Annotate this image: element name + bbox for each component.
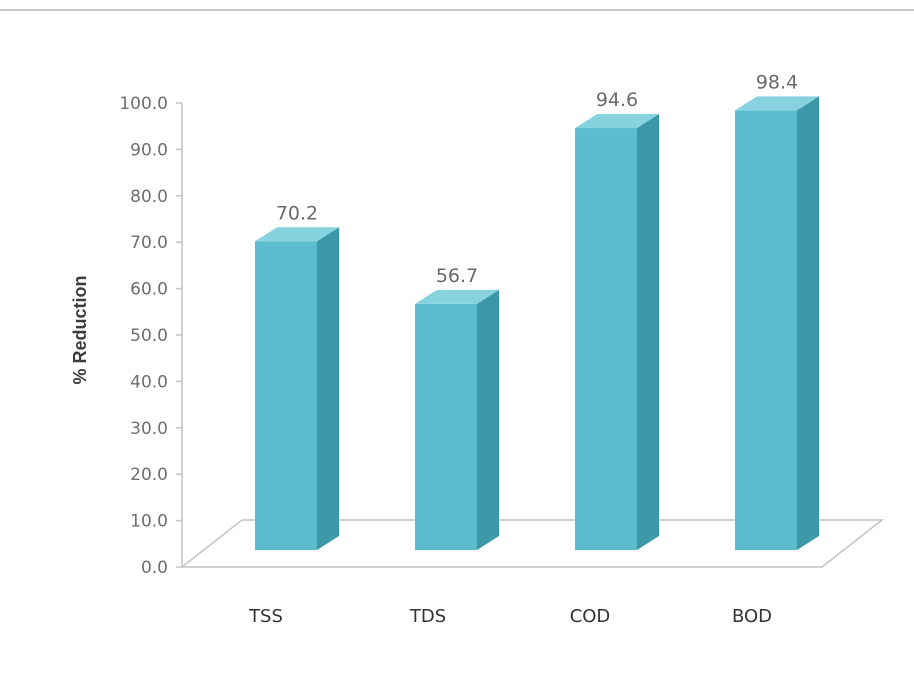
x-category-label: BOD [732, 606, 772, 627]
bar-side-face [797, 96, 819, 550]
y-tick-label: 90.0 [130, 140, 168, 160]
bar-bod [735, 96, 819, 550]
bar-side-face [477, 289, 499, 550]
y-tick-group: 0.0 10.0 20.0 30.0 40.0 50.0 60.0 70.0 80.0 90.0 1… [119, 94, 182, 578]
bar-group [255, 96, 819, 550]
bar-top-face [255, 227, 339, 242]
data-label: 94.6 [596, 89, 638, 111]
y-tick-label: 40.0 [130, 372, 168, 392]
bar-tss [255, 227, 339, 550]
value-label-group: 70.2 56.7 94.6 98.4 [276, 71, 798, 286]
bar-tds [415, 289, 499, 550]
data-label: 70.2 [276, 202, 318, 224]
data-label: 56.7 [436, 265, 478, 287]
y-tick-label: 20.0 [130, 465, 168, 485]
bar-top-face [735, 96, 819, 111]
bar-top-face [575, 114, 659, 129]
y-tick-label: 70.0 [130, 233, 168, 253]
bar-front-face [255, 241, 317, 550]
bar-side-face [637, 114, 659, 550]
chart-floor [179, 519, 885, 568]
x-category-label: TSS [248, 606, 283, 627]
bar-front-face [735, 110, 797, 550]
y-tick-label: 60.0 [130, 280, 168, 300]
bar-front-face [575, 128, 637, 550]
category-label-group: TSS TDS COD BOD [248, 606, 772, 627]
bar-side-face [317, 227, 339, 550]
y-tick-label: 100.0 [119, 94, 168, 114]
y-tick-label: 10.0 [130, 512, 168, 532]
y-tick-label: 80.0 [130, 187, 168, 207]
bar-front-face [415, 303, 477, 550]
y-tick-label: 50.0 [130, 326, 168, 346]
x-category-label: COD [570, 606, 611, 627]
x-category-label: TDS [409, 606, 446, 627]
y-tick-label: 30.0 [130, 419, 168, 439]
bar-cod [575, 114, 659, 550]
data-label: 98.4 [756, 71, 798, 93]
bar-top-face [415, 289, 499, 304]
y-axis-title: % Reduction [70, 275, 90, 384]
y-tick-label: 0.0 [141, 558, 168, 578]
